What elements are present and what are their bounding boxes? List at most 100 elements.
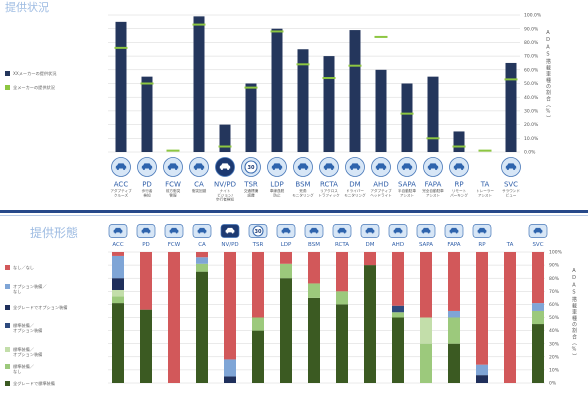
top-marker-pd	[140, 82, 154, 85]
car-wheel	[226, 231, 229, 234]
legend-label: オプション装備／ なし	[13, 284, 47, 294]
top-bar-ahd	[375, 69, 387, 152]
stacked-bar-ldp-segment-6	[280, 263, 292, 279]
top-category-label: CA	[194, 181, 204, 189]
bottom-legend-item: オプション装備／ なし	[5, 284, 47, 294]
car-body	[219, 163, 231, 169]
legend-label: 全グレードで標準装備	[13, 381, 55, 386]
night-vision-icon	[220, 224, 240, 238]
car-wheel	[539, 231, 542, 234]
bottom-category-label: FCW	[168, 242, 181, 248]
car-wheel	[422, 231, 425, 234]
legend-label: 標準装備／ オプション装備	[13, 323, 43, 333]
car-wheel	[402, 167, 406, 170]
top-bar-acc	[115, 21, 127, 152]
car-shape	[427, 163, 439, 170]
stacked-bar-ahd-segment-1	[392, 252, 404, 306]
legend-label: 標準装備／ オプション装備	[13, 347, 43, 357]
top-category-label: ACC	[114, 181, 129, 189]
bottom-y-tick-label: 0%	[549, 381, 557, 387]
car-shape	[393, 227, 403, 234]
top-y-axis-label: ADAS搭載車種の割合（%）	[545, 30, 551, 122]
top-category-label: RP	[454, 181, 463, 189]
car-wheel	[174, 167, 178, 170]
bottom-category-label: FAPA	[447, 242, 460, 248]
car-body	[225, 227, 235, 233]
stacked-bar-nv-pd-segment-3	[224, 376, 236, 383]
car-shape	[113, 227, 123, 234]
stacked-bar-rp-segment-2	[476, 364, 488, 376]
bottom-category-label: TA	[506, 242, 514, 248]
car-body	[533, 227, 543, 233]
feature-description: サラウンド	[502, 188, 520, 193]
car-wheel	[483, 231, 486, 234]
top-y-tick-label: 0.0%	[524, 150, 536, 156]
car-shape	[197, 227, 207, 234]
car-body	[449, 227, 459, 233]
stacked-bar-sapa-segment-6	[420, 343, 432, 383]
stacked-bar-fapa-segment-7	[448, 343, 460, 383]
car-body	[421, 227, 431, 233]
stacked-bar-rcta-segment-1	[336, 252, 348, 292]
car-body	[427, 163, 439, 169]
car-wheel	[434, 167, 438, 170]
stacked-bar-rp-segment-1	[476, 252, 488, 365]
car-wheel	[198, 231, 201, 234]
top-bar-rcta	[323, 56, 335, 152]
car-body	[337, 227, 347, 233]
car-shape	[141, 163, 153, 170]
night-vision-icon	[215, 157, 235, 177]
car-shape	[421, 227, 431, 234]
car-shape	[349, 163, 361, 170]
top-category-label: TA	[480, 181, 490, 189]
top-legend-item: XXメーカーの提供状況	[5, 71, 56, 76]
bottom-category-label: AHD	[392, 242, 404, 248]
stacked-bar-sapa-segment-5	[420, 317, 432, 344]
feature-description: 前方衝突	[166, 188, 181, 193]
rear-cross-traffic-icon	[332, 224, 352, 238]
feature-description: 車線逸脱	[270, 188, 285, 193]
car-shape	[323, 163, 335, 170]
car-shape	[225, 227, 235, 234]
top-y-tick-label: 80.0%	[524, 40, 539, 46]
top-y-tick-label: 50.0%	[524, 81, 539, 87]
pedestrian-detection-icon	[136, 224, 156, 238]
car-shape	[193, 163, 205, 170]
collision-avoidance-icon	[192, 224, 212, 238]
top-y-tick-label: 30.0%	[524, 109, 539, 115]
car-wheel	[278, 167, 282, 170]
car-wheel	[287, 231, 290, 234]
car-shape	[337, 227, 347, 234]
car-wheel	[119, 231, 122, 234]
top-marker-ahd	[374, 35, 388, 38]
top-category-label: AHD	[373, 181, 388, 189]
section-divider	[0, 210, 588, 213]
feature-description: リモート	[452, 189, 467, 193]
car-wheel	[330, 167, 334, 170]
legend-swatch	[5, 265, 10, 270]
bottom-category-label: RCTA	[335, 242, 349, 248]
headlight-icon	[388, 224, 408, 238]
car-wheel	[428, 167, 432, 170]
stacked-bar-acc-segment-3	[112, 278, 124, 290]
driver-monitoring-icon	[345, 157, 365, 177]
stacked-bar-ldp-segment-7	[280, 278, 292, 383]
adaptive-cruise-icon	[108, 224, 128, 238]
speed-limit-sign-icon: 30	[248, 224, 268, 238]
stacked-bar-ahd-segment-4	[392, 305, 404, 313]
legend-swatch	[5, 347, 10, 352]
top-marker-sapa	[400, 112, 414, 115]
bottom-category-label: BSM	[308, 242, 320, 248]
top-marker-fcw	[166, 149, 180, 152]
stacked-bar-svc-segment-1	[532, 252, 544, 304]
car-shape	[271, 163, 283, 170]
sign-ring	[244, 160, 258, 174]
feature-description: 認識	[247, 192, 255, 197]
legend-swatch	[5, 85, 10, 90]
full-auto-parking-icon	[423, 157, 443, 177]
feature-description: 死角	[299, 188, 307, 193]
car-shape	[309, 227, 319, 234]
feature-description: 交通標識	[244, 188, 259, 193]
bottom-legend-item: 標準装備／ オプション装備	[5, 347, 42, 357]
car-shape	[453, 163, 465, 170]
